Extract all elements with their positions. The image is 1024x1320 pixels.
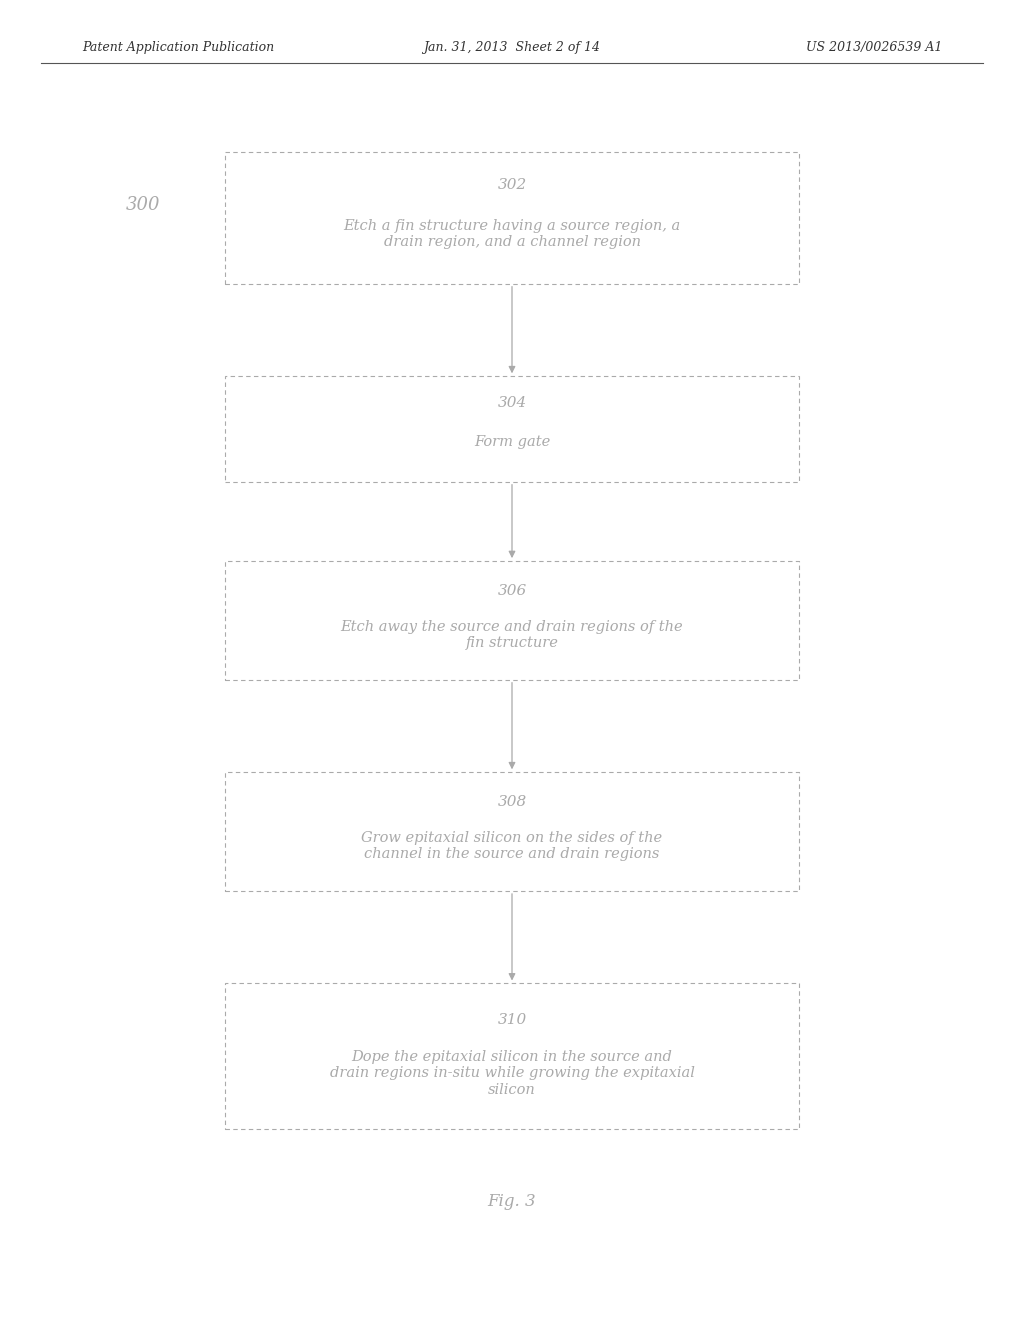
FancyBboxPatch shape (225, 152, 799, 284)
FancyBboxPatch shape (225, 561, 799, 680)
Text: Form gate: Form gate (474, 434, 550, 449)
Text: Grow epitaxial silicon on the sides of the
channel in the source and drain regio: Grow epitaxial silicon on the sides of t… (361, 830, 663, 861)
Text: US 2013/0026539 A1: US 2013/0026539 A1 (806, 41, 942, 54)
Text: Patent Application Publication: Patent Application Publication (82, 41, 274, 54)
Text: Jan. 31, 2013  Sheet 2 of 14: Jan. 31, 2013 Sheet 2 of 14 (424, 41, 600, 54)
Text: 300: 300 (126, 195, 161, 214)
Text: Fig. 3: Fig. 3 (487, 1193, 537, 1209)
Text: 304: 304 (498, 396, 526, 409)
FancyBboxPatch shape (225, 376, 799, 482)
Text: Etch away the source and drain regions of the
fin structure: Etch away the source and drain regions o… (341, 619, 683, 649)
Text: Dope the epitaxial silicon in the source and
drain regions in-situ while growing: Dope the epitaxial silicon in the source… (330, 1051, 694, 1097)
Text: 302: 302 (498, 178, 526, 191)
FancyBboxPatch shape (225, 983, 799, 1129)
FancyBboxPatch shape (225, 772, 799, 891)
Text: 306: 306 (498, 583, 526, 598)
Text: 308: 308 (498, 795, 526, 809)
Text: Etch a fin structure having a source region, a
drain region, and a channel regio: Etch a fin structure having a source reg… (343, 219, 681, 248)
Text: 310: 310 (498, 1012, 526, 1027)
